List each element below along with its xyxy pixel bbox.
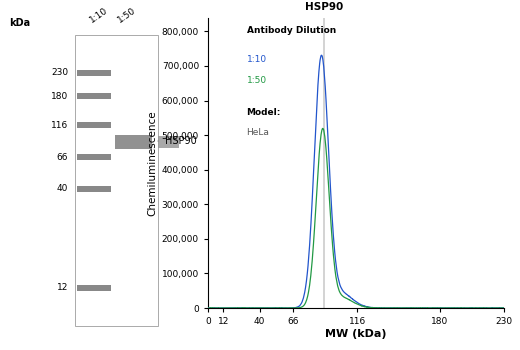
Text: 12: 12: [57, 283, 68, 292]
Text: 1:10: 1:10: [88, 6, 109, 25]
Text: 66: 66: [57, 153, 68, 161]
Bar: [77, 285, 111, 291]
Text: Antibody Dilution: Antibody Dilution: [246, 26, 336, 35]
Text: 180: 180: [51, 91, 68, 100]
Text: 1:50: 1:50: [246, 76, 267, 85]
Bar: [77, 93, 111, 99]
Bar: [75, 35, 158, 326]
Bar: [77, 70, 111, 76]
Text: HSP90: HSP90: [165, 136, 197, 146]
Text: 116: 116: [51, 120, 68, 130]
X-axis label: MW (kDa): MW (kDa): [326, 329, 387, 339]
Text: 230: 230: [51, 68, 68, 77]
Y-axis label: Chemiluminescence: Chemiluminescence: [148, 110, 158, 216]
Bar: [77, 154, 111, 160]
Bar: [158, 136, 196, 148]
Text: 1:10: 1:10: [246, 55, 267, 64]
Text: Model:: Model:: [246, 107, 281, 117]
Bar: [77, 122, 111, 128]
Bar: [77, 186, 111, 192]
Text: HeLa: HeLa: [246, 128, 269, 137]
Text: kDa: kDa: [9, 18, 30, 28]
Text: 40: 40: [57, 184, 68, 194]
Text: 1:50: 1:50: [115, 6, 137, 25]
Text: HSP90: HSP90: [305, 2, 343, 12]
Bar: [115, 135, 152, 149]
